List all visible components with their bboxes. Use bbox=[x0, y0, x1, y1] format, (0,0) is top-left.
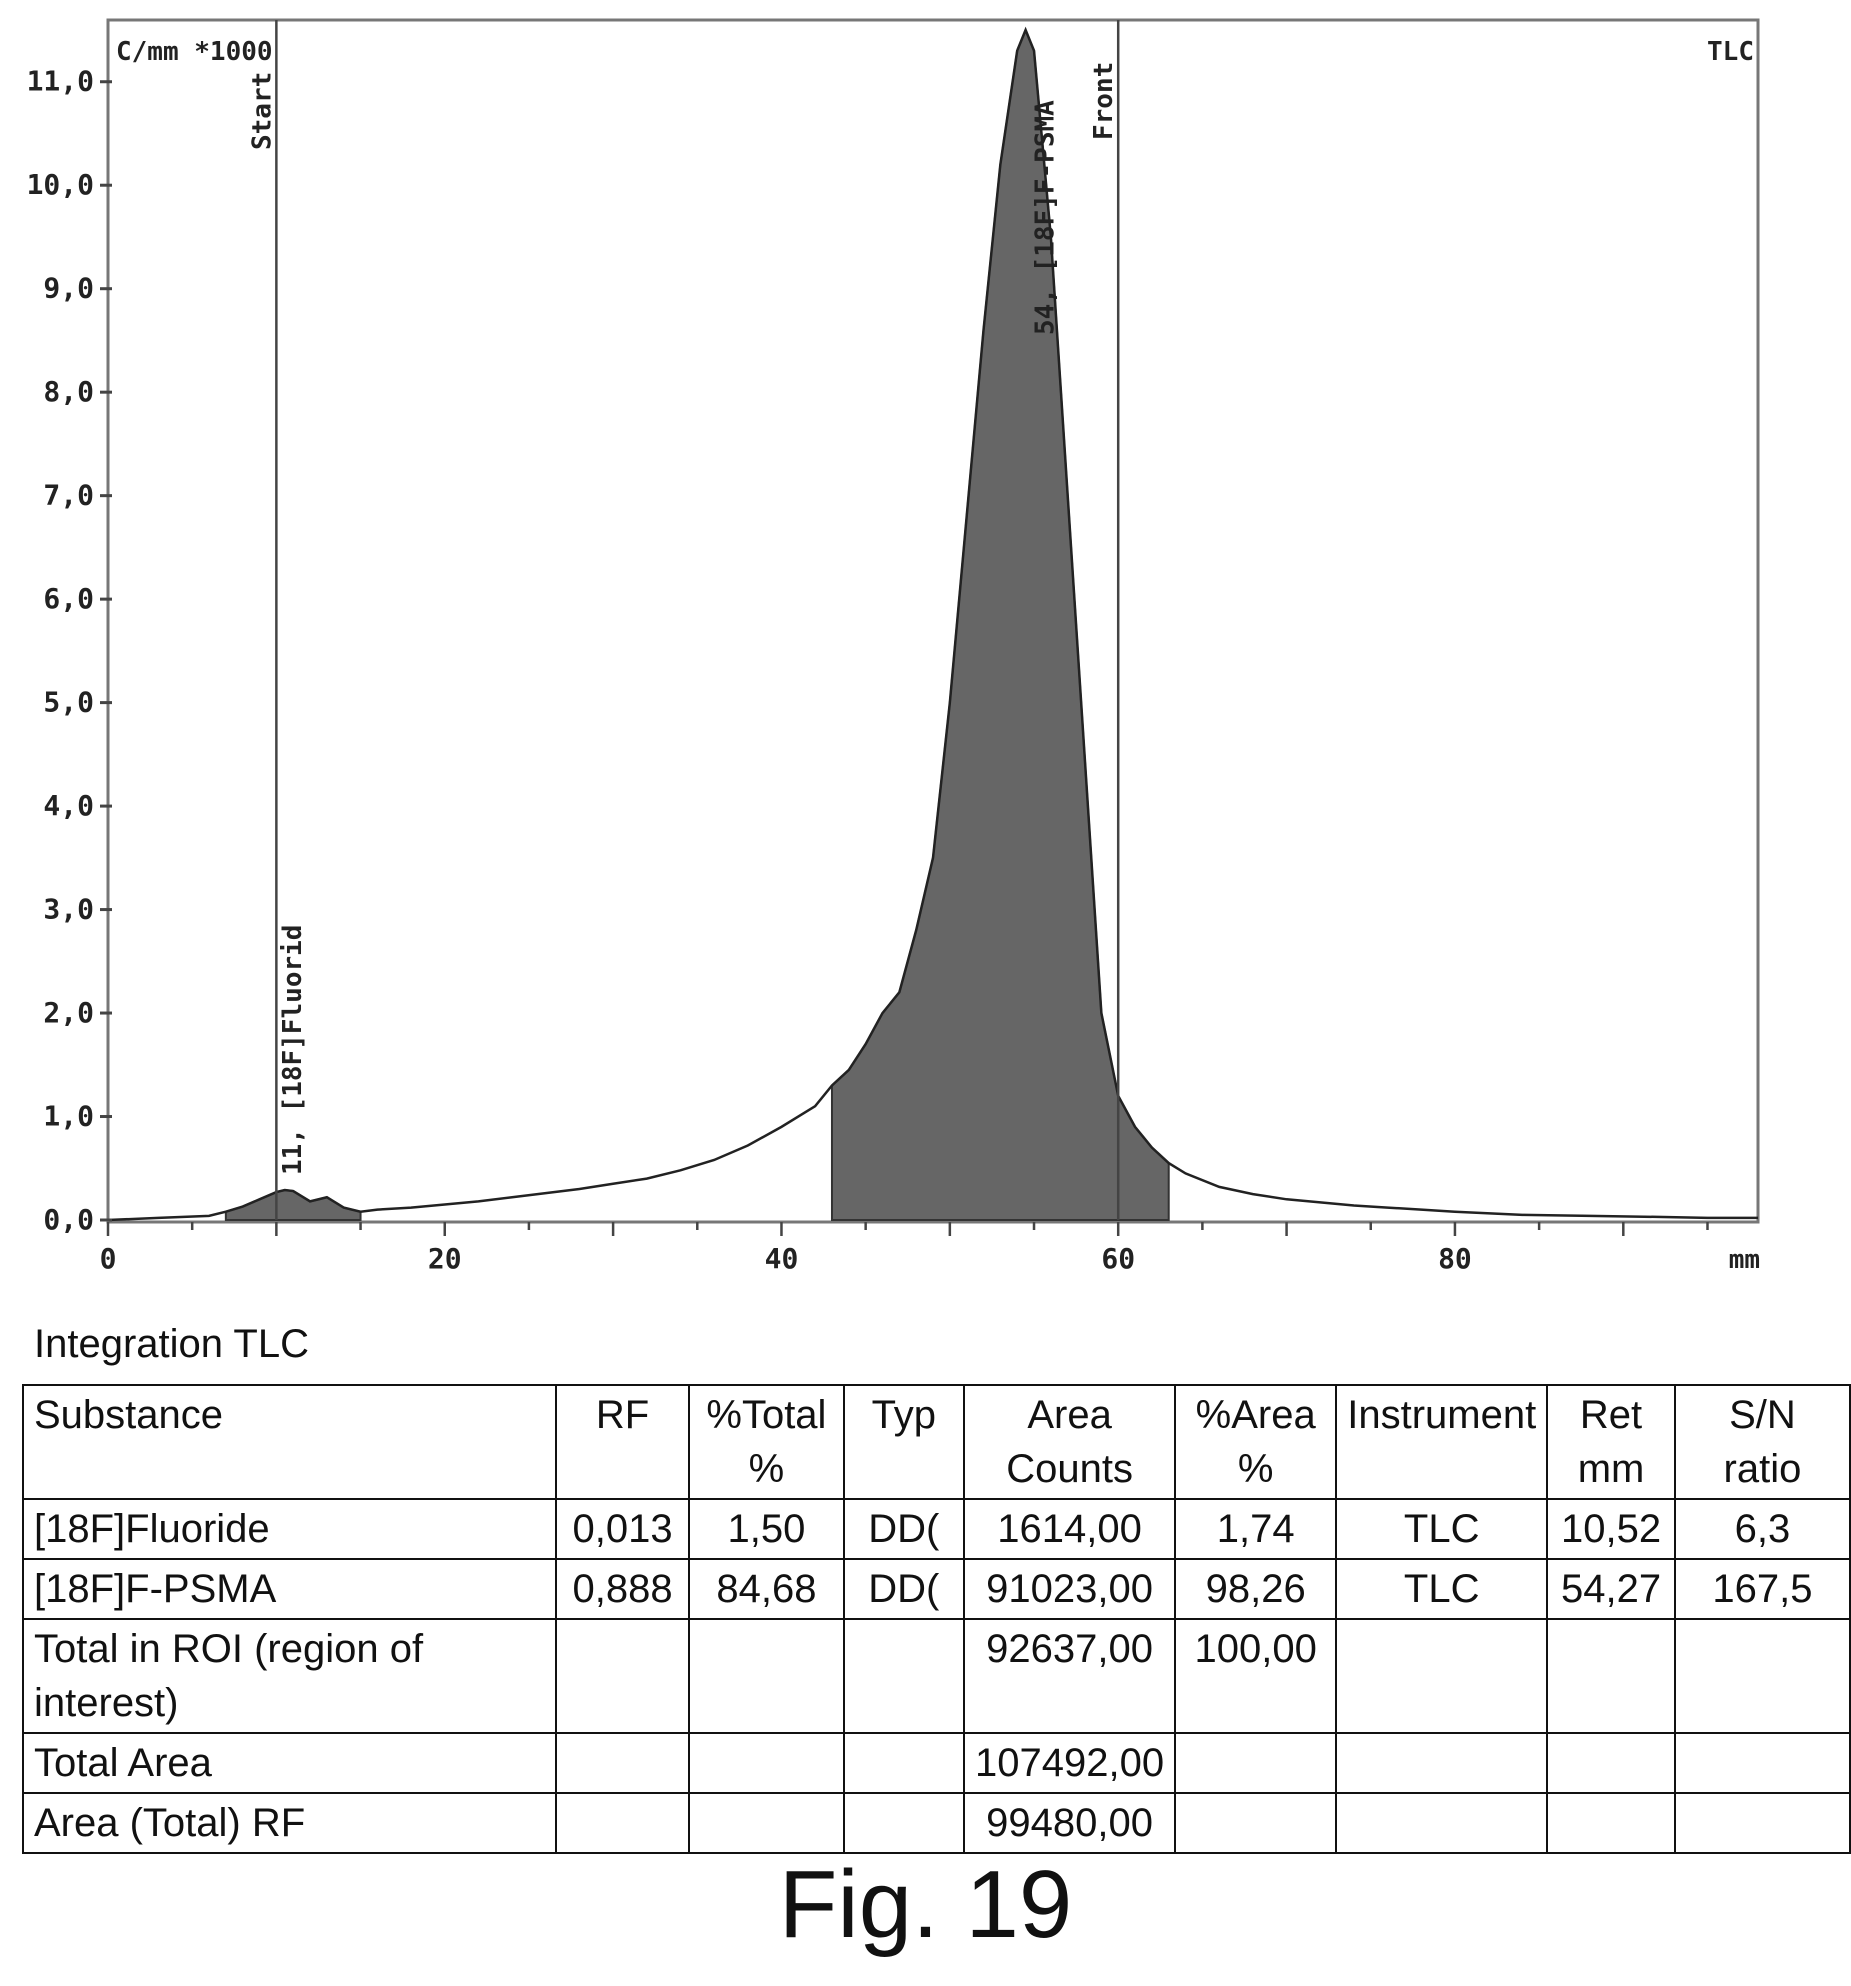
cell-ret-mm bbox=[1546, 1792, 1676, 1854]
cell-typ bbox=[842, 1618, 966, 1734]
corner-label: TLC bbox=[1707, 37, 1754, 67]
y-tick-label: 9,0 bbox=[43, 272, 94, 305]
cell-ret-mm bbox=[1546, 1618, 1676, 1734]
header-instrument: Instrument bbox=[1335, 1384, 1549, 1500]
cell-sn-ratio bbox=[1673, 1732, 1851, 1794]
cell-ret-mm: 54,27 bbox=[1546, 1558, 1676, 1620]
cell-total-pct bbox=[688, 1792, 845, 1854]
cell-substance: Total in ROI (region of interest) bbox=[22, 1618, 557, 1734]
cell-area-pct bbox=[1174, 1792, 1338, 1854]
cell-rf bbox=[554, 1618, 691, 1734]
x-unit-label: mm bbox=[1729, 1245, 1760, 1275]
cell-total-pct: 1,50 bbox=[688, 1498, 845, 1560]
y-tick-label: 10,0 bbox=[27, 168, 94, 201]
start-marker-label: Start bbox=[247, 72, 277, 150]
cell-typ: DD( bbox=[842, 1558, 966, 1620]
cell-area-counts: 107492,00 bbox=[963, 1732, 1177, 1794]
y-tick-label: 5,0 bbox=[43, 686, 94, 719]
cell-area-counts: 1614,00 bbox=[963, 1498, 1177, 1560]
cell-instrument bbox=[1335, 1618, 1549, 1734]
cell-substance: Total Area bbox=[22, 1732, 557, 1794]
y-unit-label: C/mm *1000 bbox=[116, 37, 273, 67]
x-tick-label: 60 bbox=[1101, 1242, 1135, 1275]
cell-area-pct: 98,26 bbox=[1174, 1558, 1338, 1620]
cell-substance: [18F]F-PSMA bbox=[22, 1558, 557, 1620]
cell-ret-mm bbox=[1546, 1732, 1676, 1794]
cell-instrument: TLC bbox=[1335, 1558, 1549, 1620]
x-tick-label: 0 bbox=[100, 1242, 117, 1275]
cell-total-pct bbox=[688, 1732, 845, 1794]
header-area-counts: Area Counts bbox=[963, 1384, 1177, 1500]
cell-typ: DD( bbox=[842, 1498, 966, 1560]
table-row: [18F]Fluoride 0,013 1,50 DD( 1614,00 1,7… bbox=[22, 1498, 1851, 1560]
header-sn-ratio: S/N ratio bbox=[1673, 1384, 1851, 1500]
plot-frame bbox=[106, 18, 1760, 1224]
y-tick-label: 4,0 bbox=[43, 789, 94, 822]
cell-typ bbox=[842, 1792, 966, 1854]
series-line bbox=[107, 26, 1758, 1222]
y-tick-label: 6,0 bbox=[43, 582, 94, 615]
header-area-pct: %Area% bbox=[1174, 1384, 1338, 1500]
header-rf: RF bbox=[554, 1384, 691, 1500]
y-tick-label: 7,0 bbox=[43, 479, 94, 512]
cell-rf bbox=[554, 1792, 691, 1854]
cell-rf bbox=[554, 1732, 691, 1794]
front-marker-label: Front bbox=[1089, 62, 1119, 140]
y-tick-label: 1,0 bbox=[43, 1100, 94, 1133]
table-row: Total Area 107492,00 bbox=[22, 1732, 1851, 1794]
cell-rf: 0,013 bbox=[554, 1498, 691, 1560]
table-row: Total in ROI (region of interest) 92637,… bbox=[22, 1618, 1851, 1734]
y-tick-label: 3,0 bbox=[43, 893, 94, 926]
cell-sn-ratio: 6,3 bbox=[1673, 1498, 1851, 1560]
cell-instrument bbox=[1335, 1792, 1549, 1854]
cell-sn-ratio bbox=[1673, 1792, 1851, 1854]
table-row: [18F]F-PSMA 0,888 84,68 DD( 91023,00 98,… bbox=[22, 1558, 1851, 1620]
chart-svg: Start Front 11, [18F]Fluorid 54, [18F]F-PSM… bbox=[27, 18, 1760, 1275]
cell-sn-ratio: 167,5 bbox=[1673, 1558, 1851, 1620]
figure-label: Fig. 19 bbox=[778, 1851, 1073, 1958]
cell-ret-mm: 10,52 bbox=[1546, 1498, 1676, 1560]
cell-substance: Area (Total) RF bbox=[22, 1792, 557, 1854]
table-header-row: Substance RF %Total% Typ Area Counts %Are… bbox=[22, 1384, 1851, 1500]
cell-typ bbox=[842, 1732, 966, 1794]
cell-total-pct: 84,68 bbox=[688, 1558, 845, 1620]
cell-area-counts: 99480,00 bbox=[963, 1792, 1177, 1854]
x-tick-label: 20 bbox=[428, 1242, 462, 1275]
cell-sn-ratio bbox=[1673, 1618, 1851, 1734]
peak-label-psma: 54, [18F]F-PSMA bbox=[1031, 100, 1061, 335]
tlc-chart: Start Front 11, [18F]Fluorid 54, [18F]F-PSM… bbox=[27, 18, 1760, 1275]
cell-total-pct bbox=[688, 1618, 845, 1734]
table-caption: Integration TLC bbox=[34, 1322, 309, 1366]
cell-area-pct bbox=[1174, 1732, 1338, 1794]
cell-instrument bbox=[1335, 1732, 1549, 1794]
cell-substance: [18F]Fluoride bbox=[22, 1498, 557, 1560]
peak-label-fluoride: 11, [18F]Fluorid bbox=[278, 925, 308, 1175]
cell-rf: 0,888 bbox=[554, 1558, 691, 1620]
cell-instrument: TLC bbox=[1335, 1498, 1549, 1560]
table-row: Area (Total) RF 99480,00 bbox=[22, 1792, 1851, 1854]
y-tick-label: 11,0 bbox=[27, 65, 94, 98]
cell-area-counts: 91023,00 bbox=[963, 1558, 1177, 1620]
x-tick-label: 40 bbox=[765, 1242, 799, 1275]
header-substance: Substance bbox=[22, 1384, 557, 1500]
header-ret-mm: Ret mm bbox=[1546, 1384, 1676, 1500]
y-tick-label: 8,0 bbox=[43, 375, 94, 408]
integration-table: Substance RF %Total% Typ Area Counts %Are… bbox=[22, 1384, 1851, 1854]
cell-area-pct: 100,00 bbox=[1174, 1618, 1338, 1734]
y-tick-label: 0,0 bbox=[43, 1203, 94, 1236]
x-tick-label: 80 bbox=[1438, 1242, 1472, 1275]
header-total-pct: %Total% bbox=[688, 1384, 845, 1500]
y-tick-label: 2,0 bbox=[43, 996, 94, 1029]
cell-area-counts: 92637,00 bbox=[963, 1618, 1177, 1734]
header-typ: Typ bbox=[842, 1384, 966, 1500]
cell-area-pct: 1,74 bbox=[1174, 1498, 1338, 1560]
